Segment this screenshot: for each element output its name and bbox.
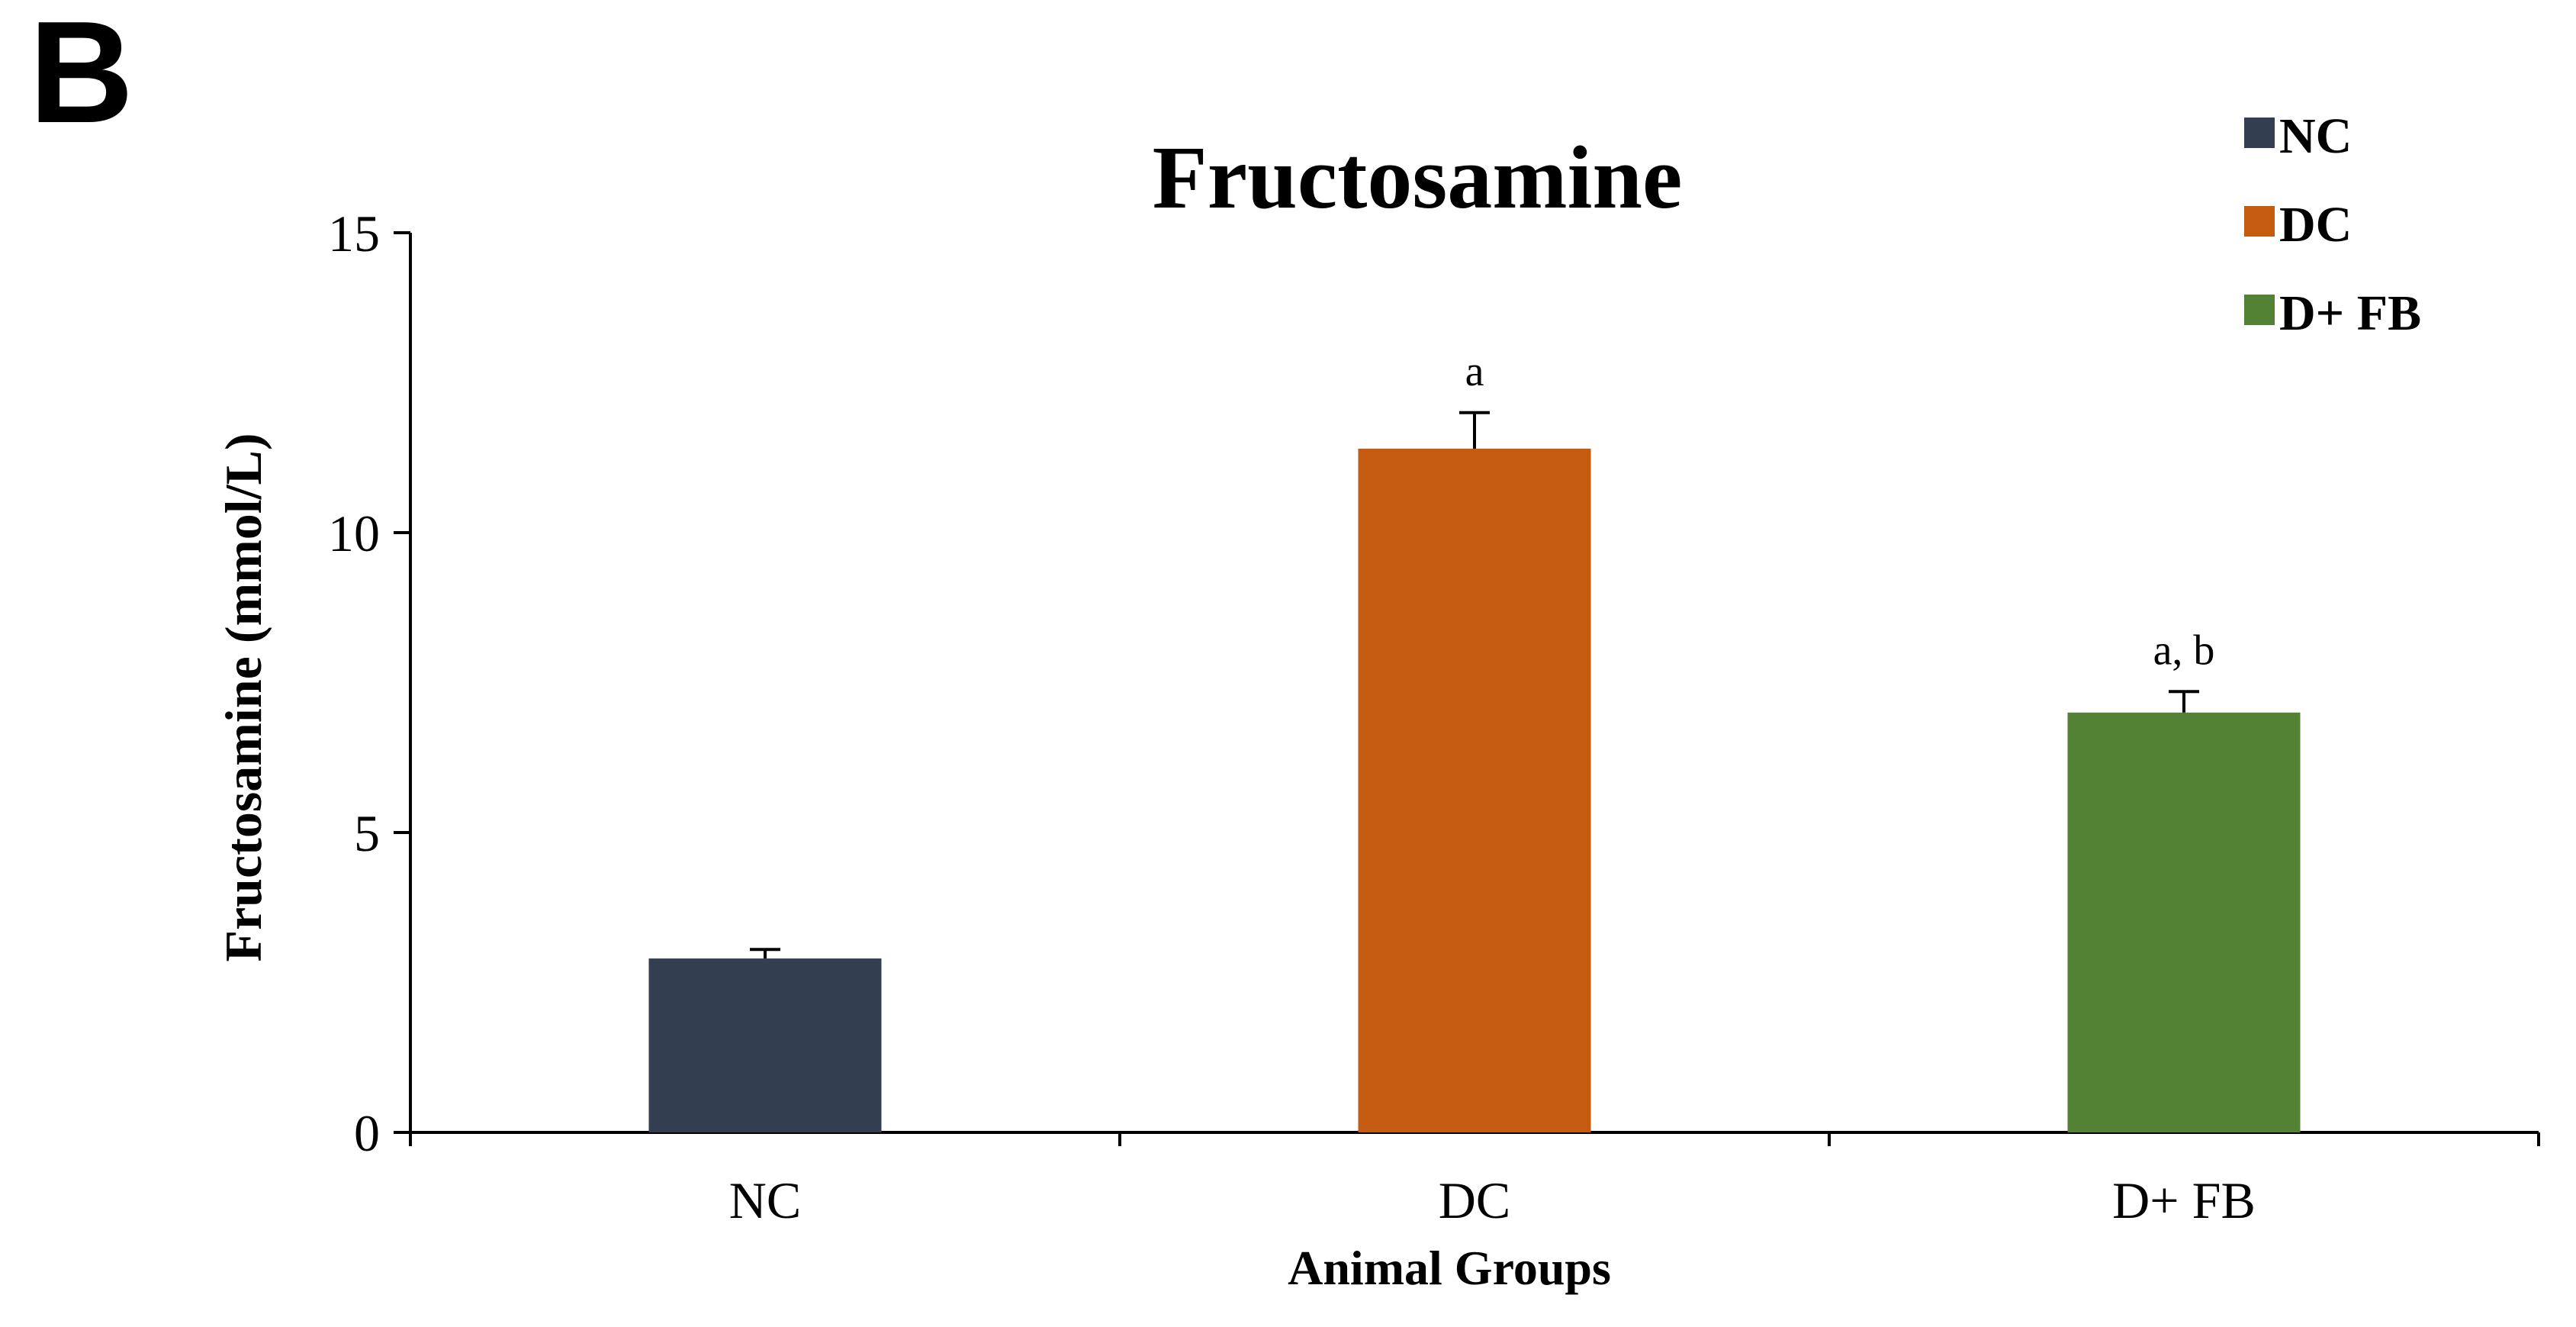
x-tick-label: DC [1439, 1171, 1510, 1229]
legend-swatch [2244, 118, 2275, 148]
x-tick-label: NC [729, 1171, 801, 1229]
x-axis-label: Animal Groups [1288, 1241, 1611, 1295]
x-tick-label: D+ FB [2112, 1171, 2256, 1229]
legend: NC DC D+ FB [2244, 108, 2421, 341]
y-tick-label: 5 [354, 804, 380, 862]
significance-label: a, b [2153, 626, 2215, 674]
y-tick-label: 15 [328, 205, 380, 263]
legend-label: DC [2279, 197, 2352, 253]
bar [1358, 448, 1591, 1132]
bar [648, 958, 882, 1132]
legend-swatch [2244, 206, 2275, 237]
legend-label: NC [2279, 108, 2352, 164]
y-tick-label: 0 [354, 1104, 380, 1162]
legend-label: D+ FB [2279, 285, 2421, 341]
chart-title: Fructosamine [1153, 127, 1683, 227]
y-tick-label: 10 [328, 504, 380, 562]
significance-label: a [1465, 348, 1484, 395]
bars: a a, b [648, 348, 2301, 1132]
panel-label: B [29, 0, 133, 153]
y-axis-label: Fructosamine (mmol/L) [214, 433, 272, 961]
x-ticks: NC DC D+ FB [409, 1132, 2540, 1229]
y-ticks: 0 5 10 15 [328, 205, 410, 1162]
bar [2067, 712, 2301, 1132]
legend-swatch [2244, 295, 2275, 325]
